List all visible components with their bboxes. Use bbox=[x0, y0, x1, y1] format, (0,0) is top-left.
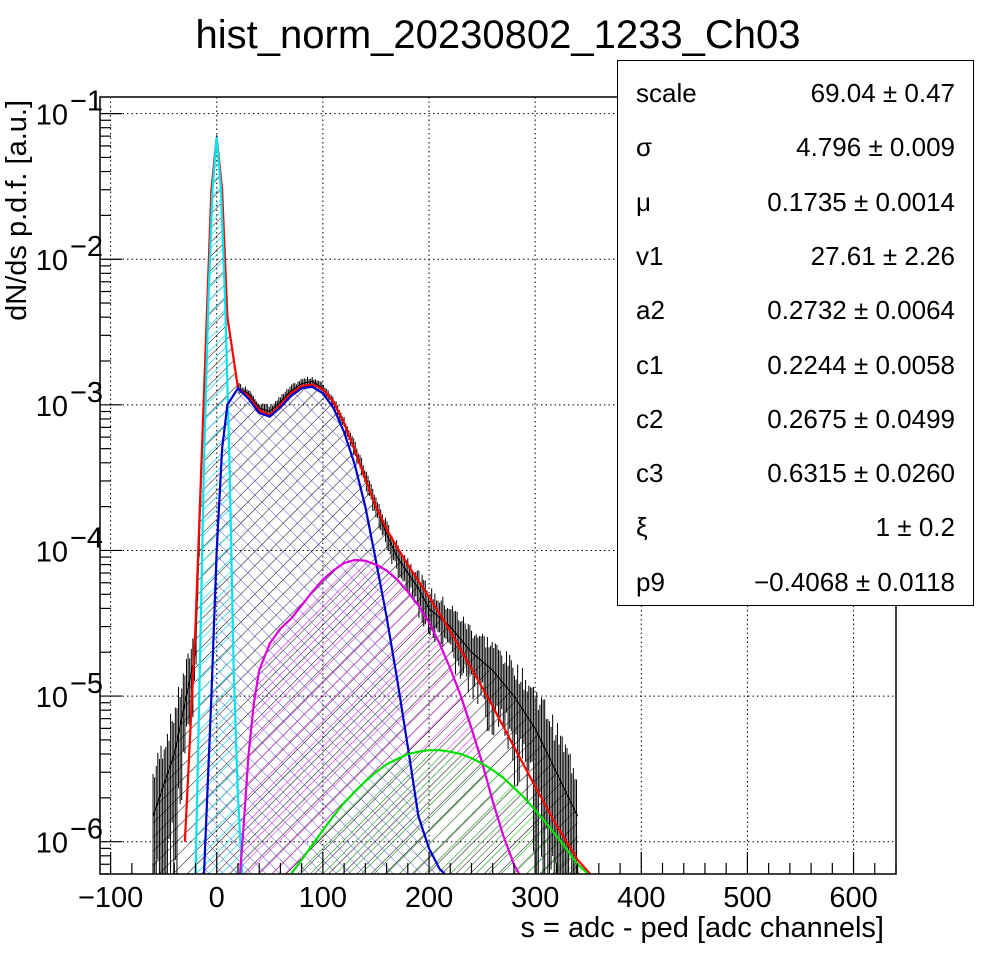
y-tick-label: 10 −4 bbox=[36, 522, 103, 568]
y-tick-base: 10 bbox=[36, 536, 68, 568]
stats-param-value: 0.2675 ± 0.0499 bbox=[767, 403, 955, 434]
fit-lines bbox=[183, 136, 592, 874]
stats-param-name: c1 bbox=[636, 349, 664, 380]
stats-param-value: 1 ± 0.2 bbox=[875, 512, 955, 543]
y-tick-label: 10 −5 bbox=[36, 668, 103, 714]
stats-row: c1 0.2244 ± 0.0058 bbox=[618, 338, 973, 392]
stats-param-name: p9 bbox=[636, 566, 665, 597]
y-tick-exponent: −4 bbox=[70, 522, 103, 554]
y-tick-exponent: −5 bbox=[70, 668, 103, 700]
stats-param-name: a2 bbox=[636, 295, 665, 326]
stats-param-value: −0.4068 ± 0.0118 bbox=[753, 566, 955, 597]
stats-param-name: ξ bbox=[636, 512, 648, 543]
stats-param-value: 0.2244 ± 0.0058 bbox=[767, 349, 955, 380]
stats-row: v1 27.61 ± 2.26 bbox=[618, 229, 973, 283]
x-tick-label: 200 bbox=[405, 882, 453, 914]
stats-row: scale 69.04 ± 0.47 bbox=[618, 66, 973, 120]
x-tick-label: 100 bbox=[299, 882, 347, 914]
y-axis-label: dN/ds p.d.f. [a.u.] bbox=[1, 100, 33, 321]
x-tick-label: 400 bbox=[617, 882, 665, 914]
stats-param-name: c3 bbox=[636, 458, 664, 489]
blue-component-line bbox=[202, 385, 446, 874]
cyan-component-line bbox=[194, 137, 244, 874]
x-tick-label: −100 bbox=[78, 882, 143, 914]
stats-param-value: 0.1735 ± 0.0014 bbox=[767, 186, 955, 217]
stats-param-name: μ bbox=[636, 186, 651, 217]
stats-row: c3 0.6315 ± 0.0260 bbox=[618, 446, 973, 500]
stats-row: ξ 1 ± 0.2 bbox=[618, 500, 973, 554]
stats-param-name: scale bbox=[636, 78, 697, 108]
x-tick-label: 600 bbox=[829, 882, 877, 914]
stats-param-value: 4.796 ± 0.009 bbox=[796, 132, 955, 163]
x-tick-label: 500 bbox=[723, 882, 771, 914]
chart-title: hist_norm_20230802_1233_Ch03 bbox=[196, 13, 801, 57]
x-tick-label: 0 bbox=[209, 882, 225, 914]
stats-row: σ 4.796 ± 0.009 bbox=[618, 120, 973, 174]
stats-param-value: 27.61 ± 2.26 bbox=[810, 240, 955, 271]
y-tick-exponent: −3 bbox=[70, 377, 103, 409]
y-tick-exponent: −6 bbox=[70, 814, 103, 846]
stats-param-value: 0.6315 ± 0.0260 bbox=[767, 458, 955, 489]
y-tick-label: 10 −1 bbox=[36, 86, 103, 132]
y-tick-exponent: −2 bbox=[70, 231, 103, 263]
stats-row: μ 0.1735 ± 0.0014 bbox=[618, 175, 973, 229]
stats-param-name: c2 bbox=[636, 403, 664, 434]
y-tick-label: 10 −3 bbox=[36, 377, 103, 423]
y-tick-base: 10 bbox=[36, 391, 68, 423]
total-fit-line bbox=[183, 136, 592, 874]
green-component-fill bbox=[291, 750, 589, 874]
stats-param-value: 69.04 ± 0.47 bbox=[810, 78, 955, 108]
stats-param-name: σ bbox=[636, 132, 653, 163]
y-axis: 10−610−510−410−310−210−1 bbox=[36, 86, 122, 875]
stats-row: p9 −0.4068 ± 0.0118 bbox=[618, 555, 973, 609]
stats-param-value: 0.2732 ± 0.0064 bbox=[767, 295, 955, 326]
x-axis: −100 0 100 200 300 400 500 600 bbox=[78, 852, 897, 914]
stats-row: c2 0.2675 ± 0.0499 bbox=[618, 392, 973, 446]
y-tick-base: 10 bbox=[36, 245, 68, 277]
y-tick-base: 10 bbox=[36, 100, 68, 132]
stats-row: a2 0.2732 ± 0.0064 bbox=[618, 283, 973, 337]
x-tick-label: 300 bbox=[511, 882, 559, 914]
y-tick-base: 10 bbox=[36, 682, 68, 714]
y-tick-base: 10 bbox=[36, 828, 68, 860]
y-tick-label: 10 −2 bbox=[36, 231, 103, 277]
magenta-component-line bbox=[239, 558, 521, 874]
y-tick-exponent: −1 bbox=[70, 86, 103, 118]
y-tick-label: 10 −6 bbox=[36, 814, 103, 860]
fit-parameters-box: scale 69.04 ± 0.47 σ 4.796 ± 0.009 μ 0.1735 ±… bbox=[617, 60, 974, 606]
green-component-line bbox=[290, 749, 589, 874]
stats-param-name: v1 bbox=[636, 240, 664, 271]
x-axis-label: s = adc - ped [adc channels] bbox=[520, 912, 884, 944]
